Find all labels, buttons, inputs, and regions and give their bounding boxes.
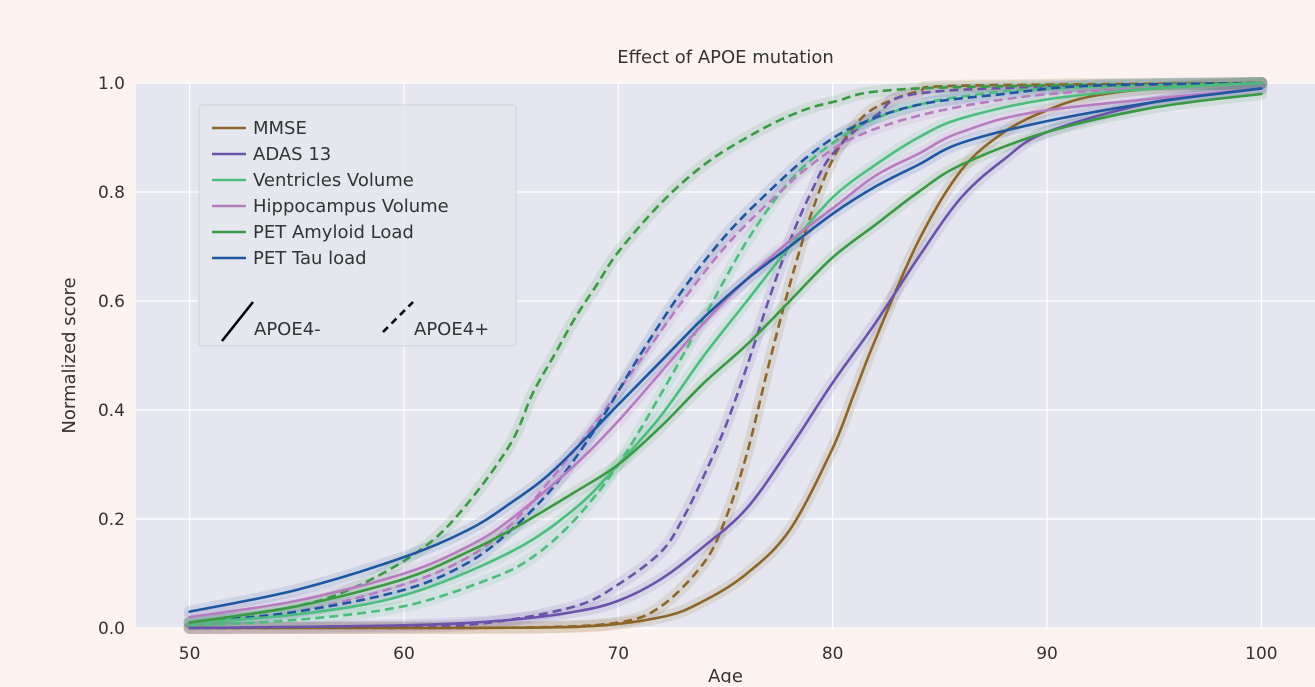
legend-style-label-apoe4-: APOE4- [254,319,321,340]
legend-series-entries: MMSE ADAS 13 Ventricles Volume Hippocampus … [212,118,449,269]
x-tick-label: 100 [1245,644,1277,664]
y-tick-label: 0.0 [98,619,125,639]
legend-label-hippocampus-volume: Hippocampus Volume [253,196,449,217]
legend-frame [198,104,517,347]
adas-13-apoe4-neg-line [188,87,1263,630]
adas-13-apoe4-pos-line [189,81,1262,630]
legend-label-adas-13: ADAS 13 [253,144,331,165]
legend-style-label-apoe4-: APOE4+ [414,319,489,340]
x-axis-label: Age [708,666,743,683]
chart-title: Effect of APOE mutation [617,47,834,68]
mmse-apoe4-neg-line [188,81,1263,630]
x-tick-label: 70 [607,644,629,664]
legend-style-entries: APOE4- APOE4+ [220,301,489,342]
legend-label-pet-amyloid-load: PET Amyloid Load [253,222,414,243]
hippocampus-volume-apoe4-pos-line [189,81,1262,624]
y-tick-label: 0.2 [98,510,125,530]
tick-labels: 50 60 70 80 90 100 0.0 0.2 0.4 0.6 0.8 1.0 [98,74,1278,664]
y-tick-label: 0.6 [98,292,125,312]
legend-label-pet-tau-load: PET Tau load [253,248,367,269]
x-tick-label: 90 [1036,644,1058,664]
y-tick-label: 0.4 [98,401,125,421]
y-axis-label: Normalized score [59,277,80,433]
legend-label-mmse: MMSE [253,118,307,139]
x-tick-label: 80 [822,644,844,664]
x-tick-label: 60 [393,644,415,664]
pet-tau-load-apoe4-pos-line [189,81,1262,624]
legend-style-swatch-apoe4- [220,301,255,342]
ventricles-volume-apoe4-neg-line [188,81,1263,624]
grid [136,82,1315,629]
pet-tau-load-apoe4-neg-line [188,87,1263,613]
legend-label-ventricles-volume: Ventricles Volume [253,170,414,191]
y-tick-label: 1.0 [98,74,125,94]
series-lines [188,81,1263,630]
y-tick-label: 0.8 [98,183,125,203]
x-tick-label: 50 [179,644,201,664]
legend: MMSE ADAS 13 Ventricles Volume Hippocampus … [198,104,517,347]
hippocampus-volume-apoe4-neg-line [188,87,1263,619]
pet-amyloid-load-apoe4-pos-line [189,81,1262,624]
pet-amyloid-load-apoe4-neg-line [188,92,1263,624]
